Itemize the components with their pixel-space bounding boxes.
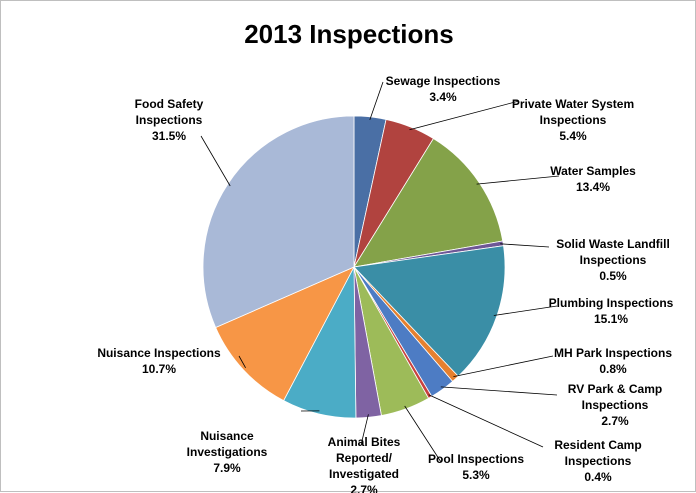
leader-line bbox=[201, 136, 230, 186]
leader-line bbox=[477, 176, 559, 184]
data-label: Inspections bbox=[580, 253, 647, 267]
data-label: Inspections bbox=[582, 398, 649, 412]
data-label-percent: 0.4% bbox=[584, 470, 612, 484]
data-label: Food Safety bbox=[135, 97, 204, 111]
data-label-percent: 0.8% bbox=[599, 362, 627, 376]
data-label: Solid Waste Landfill bbox=[556, 237, 670, 251]
leader-line bbox=[494, 306, 557, 316]
data-label: Reported/ bbox=[336, 451, 393, 465]
leader-line bbox=[429, 395, 543, 447]
leader-line bbox=[441, 387, 557, 395]
data-label-percent: 13.4% bbox=[576, 180, 610, 194]
data-label: Inspections bbox=[136, 113, 203, 127]
data-label: Plumbing Inspections bbox=[549, 296, 674, 310]
data-label-percent: 7.9% bbox=[213, 461, 241, 475]
leader-line bbox=[500, 244, 549, 247]
data-label: Inspections bbox=[565, 454, 632, 468]
data-label: Investigated bbox=[329, 467, 399, 481]
data-label-percent: 5.4% bbox=[559, 129, 587, 143]
data-label: Nuisance Inspections bbox=[97, 346, 221, 360]
data-label: RV Park & Camp bbox=[568, 382, 662, 396]
leader-line bbox=[370, 82, 383, 120]
data-label-percent: 3.4% bbox=[429, 90, 457, 104]
leader-line bbox=[409, 101, 519, 130]
data-label-percent: 15.1% bbox=[594, 312, 628, 326]
data-label: Pool Inspections bbox=[428, 452, 524, 466]
data-label-percent: 0.5% bbox=[599, 269, 627, 283]
data-label-percent: 2.7% bbox=[601, 414, 629, 428]
data-label: Investigations bbox=[187, 445, 268, 459]
data-label: Water Samples bbox=[550, 164, 636, 178]
data-label: Nuisance bbox=[200, 429, 254, 443]
data-label: Animal Bites bbox=[328, 435, 401, 449]
data-label-percent: 10.7% bbox=[142, 362, 176, 376]
data-label-percent: 5.3% bbox=[462, 468, 490, 482]
data-label: MH Park Inspections bbox=[554, 346, 672, 360]
data-label: Sewage Inspections bbox=[386, 74, 501, 88]
data-label-percent: 31.5% bbox=[152, 129, 186, 143]
data-label: Resident Camp bbox=[554, 438, 641, 452]
data-label: Private Water System bbox=[512, 97, 634, 111]
data-label: Inspections bbox=[540, 113, 607, 127]
